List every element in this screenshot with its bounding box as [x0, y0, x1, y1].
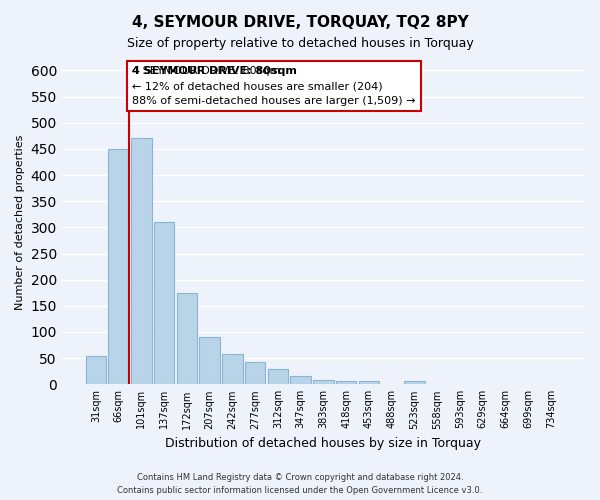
- Bar: [199, 337, 220, 384]
- Bar: [131, 138, 152, 384]
- Bar: [154, 222, 175, 384]
- Text: 4, SEYMOUR DRIVE, TORQUAY, TQ2 8PY: 4, SEYMOUR DRIVE, TORQUAY, TQ2 8PY: [131, 15, 469, 30]
- Text: 4 SEYMOUR DRIVE: 80sqm
← 12% of detached houses are smaller (204)
88% of semi-de: 4 SEYMOUR DRIVE: 80sqm ← 12% of detached…: [132, 66, 416, 106]
- Bar: [222, 354, 242, 384]
- Y-axis label: Number of detached properties: Number of detached properties: [15, 134, 25, 310]
- Bar: [245, 362, 265, 384]
- Bar: [359, 381, 379, 384]
- Text: Contains HM Land Registry data © Crown copyright and database right 2024.
Contai: Contains HM Land Registry data © Crown c…: [118, 473, 482, 495]
- Bar: [109, 149, 129, 384]
- Text: 4 SEYMOUR DRIVE: 80sqm: 4 SEYMOUR DRIVE: 80sqm: [132, 66, 297, 76]
- Bar: [176, 293, 197, 384]
- Bar: [404, 381, 425, 384]
- Text: Size of property relative to detached houses in Torquay: Size of property relative to detached ho…: [127, 38, 473, 51]
- Bar: [313, 380, 334, 384]
- X-axis label: Distribution of detached houses by size in Torquay: Distribution of detached houses by size …: [166, 437, 481, 450]
- Bar: [86, 356, 106, 384]
- Bar: [268, 368, 288, 384]
- Bar: [290, 376, 311, 384]
- Bar: [336, 381, 356, 384]
